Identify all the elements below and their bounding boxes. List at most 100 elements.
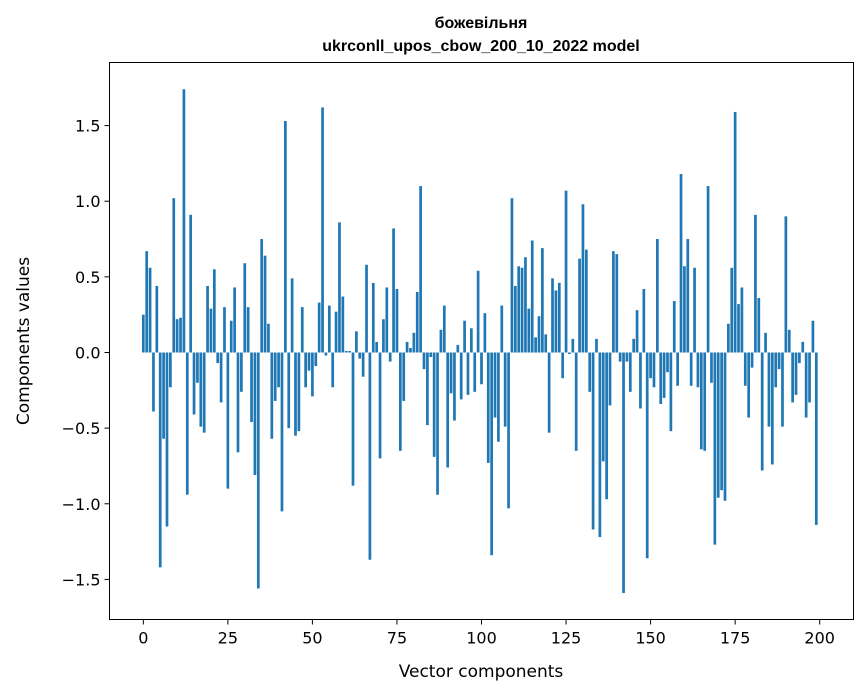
bar bbox=[628, 352, 632, 392]
bar bbox=[794, 352, 798, 395]
bar bbox=[770, 352, 774, 465]
bar bbox=[757, 298, 761, 353]
bar bbox=[229, 320, 233, 353]
bar bbox=[554, 290, 558, 353]
bar bbox=[480, 352, 483, 385]
bar bbox=[179, 317, 182, 353]
chart-title-line-2: ukrconll_upos_cbow_200_10_2022 model bbox=[322, 38, 639, 55]
bar bbox=[311, 352, 314, 397]
bar bbox=[172, 198, 176, 353]
x-tick-label: 75 bbox=[387, 629, 407, 648]
bar bbox=[365, 264, 368, 353]
bar bbox=[524, 257, 527, 353]
bar bbox=[236, 352, 240, 453]
x-tick-label: 125 bbox=[551, 629, 582, 648]
bar bbox=[189, 214, 193, 353]
bar bbox=[294, 352, 297, 436]
bar bbox=[395, 288, 399, 353]
bar bbox=[730, 267, 734, 353]
y-tick-label: 0.5 bbox=[75, 268, 100, 287]
bar bbox=[304, 352, 307, 388]
bar bbox=[720, 352, 723, 491]
bar bbox=[767, 352, 771, 427]
bar bbox=[811, 320, 815, 353]
bar bbox=[256, 352, 260, 589]
bar bbox=[486, 352, 490, 463]
bar bbox=[520, 267, 524, 353]
bar bbox=[206, 285, 209, 353]
x-tick-label: 150 bbox=[635, 629, 666, 648]
chart-title-line-1: божевільня bbox=[435, 15, 528, 32]
bar bbox=[334, 311, 338, 353]
bar bbox=[595, 338, 598, 353]
bar bbox=[260, 239, 264, 353]
bar bbox=[165, 352, 169, 527]
bar bbox=[740, 287, 744, 353]
bar bbox=[584, 249, 588, 353]
bar bbox=[781, 352, 784, 427]
bar bbox=[808, 352, 811, 403]
bar bbox=[615, 254, 619, 353]
bar bbox=[378, 352, 382, 459]
bar bbox=[683, 266, 686, 353]
bar bbox=[209, 308, 213, 353]
bar bbox=[551, 278, 554, 353]
y-tick-label: 1.5 bbox=[75, 117, 100, 136]
bar bbox=[341, 296, 345, 353]
bar bbox=[703, 352, 707, 451]
bar bbox=[324, 352, 328, 356]
bar bbox=[476, 270, 480, 353]
bar bbox=[185, 352, 189, 495]
bar bbox=[412, 332, 416, 353]
bar bbox=[699, 352, 703, 450]
y-tick-label: −1.0 bbox=[62, 495, 101, 514]
bar bbox=[426, 352, 429, 426]
y-tick-label: −0.5 bbox=[62, 419, 101, 438]
bar bbox=[338, 222, 341, 353]
x-tick-label: 200 bbox=[804, 629, 835, 648]
x-tick-label: 175 bbox=[720, 629, 751, 648]
bar bbox=[169, 352, 172, 388]
bar bbox=[737, 304, 740, 353]
bar bbox=[284, 121, 287, 353]
bar bbox=[267, 323, 270, 353]
bar bbox=[358, 352, 362, 359]
bar bbox=[568, 352, 571, 355]
bar bbox=[733, 111, 737, 353]
bar bbox=[669, 352, 673, 432]
bar bbox=[784, 216, 788, 353]
bar bbox=[297, 352, 301, 432]
bar bbox=[804, 352, 808, 418]
bar bbox=[439, 329, 443, 353]
bar bbox=[382, 319, 385, 353]
bar bbox=[581, 204, 585, 353]
bar bbox=[801, 341, 805, 353]
bar bbox=[212, 269, 216, 353]
bar bbox=[696, 352, 700, 388]
bar bbox=[250, 352, 253, 423]
bar bbox=[547, 352, 551, 433]
bar bbox=[645, 352, 649, 559]
bar bbox=[649, 352, 652, 379]
bar bbox=[158, 352, 162, 568]
bar bbox=[290, 278, 294, 353]
bar bbox=[618, 352, 622, 362]
bar bbox=[219, 352, 223, 403]
bar bbox=[409, 347, 412, 353]
bar bbox=[612, 251, 615, 353]
bar bbox=[470, 328, 473, 353]
bar bbox=[716, 352, 720, 498]
bar bbox=[453, 352, 456, 421]
bar bbox=[388, 352, 392, 362]
bar bbox=[449, 352, 453, 394]
bar bbox=[578, 258, 581, 353]
bar bbox=[162, 352, 165, 439]
bar bbox=[355, 331, 358, 353]
bar bbox=[317, 302, 321, 353]
bar bbox=[196, 352, 199, 383]
bar bbox=[398, 352, 402, 451]
bar bbox=[331, 352, 335, 388]
bar bbox=[436, 352, 439, 495]
bar bbox=[422, 352, 426, 370]
bar bbox=[672, 301, 676, 353]
